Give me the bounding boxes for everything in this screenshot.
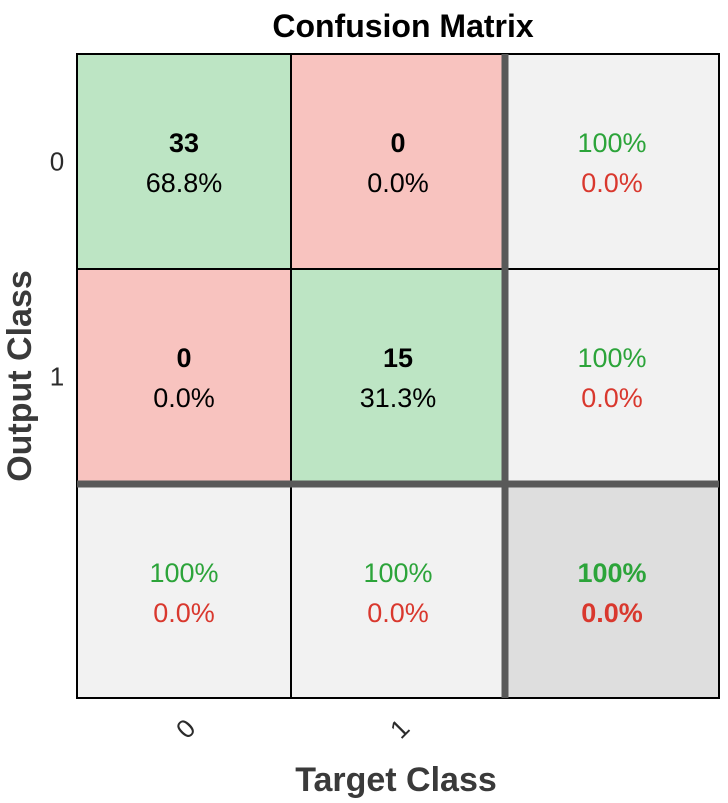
cell-count: 15 xyxy=(383,343,413,373)
matrix-cell-r2-c1 xyxy=(291,484,505,698)
matrix-labels: 33 68.8% 0 0.0% 100% 0.0% 0 0.0% 15 31.3% 100% 0.0%… xyxy=(50,128,647,744)
row-summary-incorrect: 0.0% xyxy=(581,383,643,413)
cell-count: 0 xyxy=(390,128,405,158)
x-tick-label: 1 xyxy=(384,713,415,744)
x-axis-label: Target Class xyxy=(295,761,497,799)
chart-title: Confusion Matrix xyxy=(272,8,534,44)
cell-count: 0 xyxy=(176,343,191,373)
matrix-cells xyxy=(77,54,719,698)
col-summary-incorrect: 0.0% xyxy=(153,598,215,628)
cell-percent: 31.3% xyxy=(360,383,437,413)
col-summary-correct: 100% xyxy=(363,558,432,588)
row-summary-correct: 100% xyxy=(577,128,646,158)
matrix-cell-r0-c1 xyxy=(291,54,505,269)
cell-count: 33 xyxy=(169,128,199,158)
matrix-border xyxy=(76,53,720,699)
y-tick-label: 0 xyxy=(50,147,64,177)
overall-summary-correct: 100% xyxy=(577,558,646,588)
cell-percent: 0.0% xyxy=(153,383,215,413)
x-tick-label: 0 xyxy=(170,713,201,744)
matrix-cell-r1-c2 xyxy=(505,269,719,484)
col-summary-incorrect: 0.0% xyxy=(367,598,429,628)
overall-summary-incorrect: 0.0% xyxy=(581,598,643,628)
matrix-grid xyxy=(76,53,720,699)
cell-percent: 68.8% xyxy=(146,168,223,198)
col-summary-correct: 100% xyxy=(149,558,218,588)
row-summary-correct: 100% xyxy=(577,343,646,373)
y-axis-label: Output Class xyxy=(1,270,39,482)
cell-percent: 0.0% xyxy=(367,168,429,198)
matrix-cell-r1-c1 xyxy=(291,269,505,484)
matrix-cell-r0-c2 xyxy=(505,54,719,269)
matrix-cell-r2-c2 xyxy=(505,484,719,698)
y-tick-label: 1 xyxy=(50,362,64,392)
matrix-cell-r2-c0 xyxy=(77,484,291,698)
matrix-cell-r1-c0 xyxy=(77,269,291,484)
row-summary-incorrect: 0.0% xyxy=(581,168,643,198)
matrix-cell-r0-c0 xyxy=(77,54,291,269)
